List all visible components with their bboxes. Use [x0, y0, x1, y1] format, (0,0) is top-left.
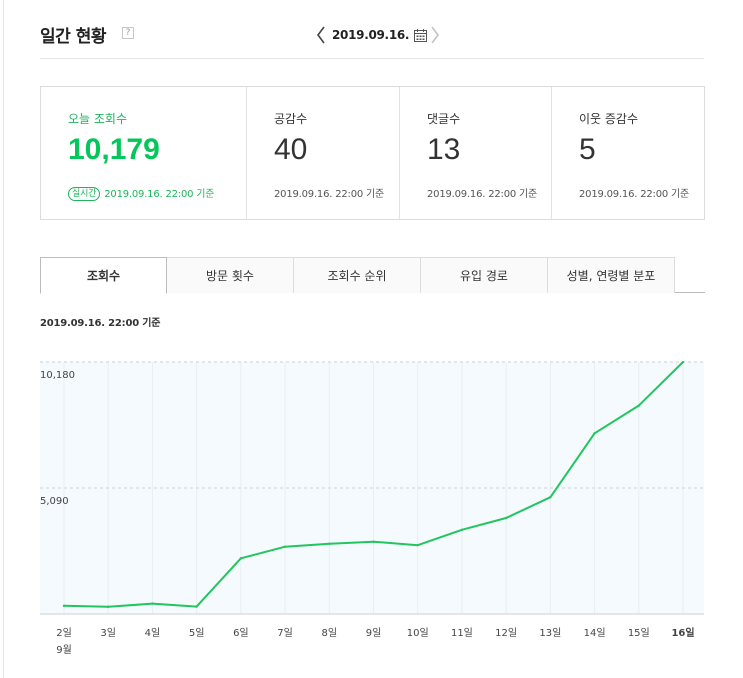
x-tick-label: 7일 — [277, 627, 293, 639]
x-tick-label: 2일 — [56, 627, 72, 639]
data-point — [416, 543, 419, 547]
chevron-right-icon[interactable] — [428, 24, 442, 46]
x-tick-label: 3일 — [100, 627, 116, 639]
tab-views[interactable]: 조회수 — [40, 257, 167, 294]
x-tick-label: 4일 — [145, 627, 161, 639]
chart-basis-time: 2019.09.16. 22:00 기준 — [40, 318, 161, 329]
stat-basis: 2019.09.16. 22:00 기준 — [427, 189, 538, 200]
current-date: 2019.09.16. — [332, 28, 410, 42]
y-tick-label: 10,180 — [40, 370, 75, 381]
stat-label: 공감수 — [274, 112, 308, 126]
stat-basis: 2019.09.16. 22:00 기준 — [579, 189, 690, 200]
tab-visits[interactable]: 방문 횟수 — [167, 257, 294, 293]
data-point — [372, 540, 375, 543]
data-point — [504, 516, 508, 520]
stat-label: 이웃 증감수 — [579, 112, 639, 126]
data-point — [107, 605, 110, 609]
header-divider — [40, 58, 704, 59]
x-tick-label: 13일 — [539, 627, 561, 639]
stat-value: 13 — [427, 133, 461, 166]
stat-card-today-views: 오늘 조회수 10,179 실시간 2019.09.16. 22:00 기준 — [41, 87, 247, 219]
stat-value: 40 — [274, 133, 308, 166]
x-tick-label: 16일 — [671, 626, 694, 639]
data-point — [549, 495, 552, 499]
stats-tabs: 조회수 방문 횟수 조회수 순위 유입 경로 성별, 연령별 분포 — [40, 257, 705, 294]
calendar-icon[interactable] — [412, 27, 428, 43]
stat-card-comments: 댓글수 13 2019.09.16. 22:00 기준 — [400, 87, 552, 219]
views-line-chart: 5,090 10,180 2일 3일 4일 5일 6일 7일 8일 9일 10일 11일 12일 13일 1… — [40, 360, 704, 656]
help-icon[interactable]: ? — [122, 27, 134, 39]
data-point — [681, 360, 685, 364]
x-tick-label: 14일 — [584, 627, 606, 639]
stat-value: 10,179 — [68, 133, 160, 166]
stat-basis: 2019.09.16. 22:00 기준 — [274, 189, 385, 200]
stats-panel: 오늘 조회수 10,179 실시간 2019.09.16. 22:00 기준 공감… — [40, 86, 705, 220]
page-title: 일간 현황 — [40, 27, 106, 47]
x-tick-label: 12일 — [495, 627, 517, 639]
stat-label: 오늘 조회수 — [68, 112, 128, 126]
left-border — [3, 0, 4, 678]
x-month-label: 9월 — [56, 644, 72, 656]
x-tick-label: 6일 — [233, 627, 249, 639]
data-point — [328, 542, 331, 545]
realtime-badge: 실시간 — [68, 187, 101, 201]
stat-label: 댓글수 — [427, 112, 461, 126]
data-point — [62, 604, 66, 608]
date-navigator: 2019.09.16. — [314, 24, 442, 46]
data-point — [195, 605, 198, 608]
x-tick-label: 10일 — [407, 627, 429, 639]
tab-view-ranking[interactable]: 조회수 순위 — [294, 257, 421, 293]
stat-basis-text: 2019.09.16. 22:00 기준 — [104, 189, 215, 200]
chevron-left-icon[interactable] — [314, 24, 328, 46]
stat-value: 5 — [579, 133, 596, 166]
x-tick-label: 8일 — [322, 627, 338, 639]
stat-card-likes: 공감수 40 2019.09.16. 22:00 기준 — [247, 87, 400, 219]
x-tick-label: 5일 — [189, 627, 205, 639]
x-tick-label: 11일 — [451, 627, 473, 639]
stat-basis: 실시간 2019.09.16. 22:00 기준 — [68, 185, 214, 201]
x-tick-label: 9일 — [366, 627, 382, 639]
data-point — [460, 528, 464, 532]
data-point — [239, 557, 243, 560]
tab-traffic-source[interactable]: 유입 경로 — [421, 257, 548, 293]
x-tick-label: 15일 — [628, 627, 650, 639]
data-point — [283, 545, 287, 548]
data-point — [593, 432, 596, 435]
y-tick-label: 5,090 — [40, 496, 69, 507]
stat-card-neighbors: 이웃 증감수 5 2019.09.16. 22:00 기준 — [552, 87, 704, 219]
data-point — [151, 602, 154, 605]
tab-demographics[interactable]: 성별, 연령별 분포 — [548, 257, 675, 293]
data-point — [637, 404, 640, 407]
